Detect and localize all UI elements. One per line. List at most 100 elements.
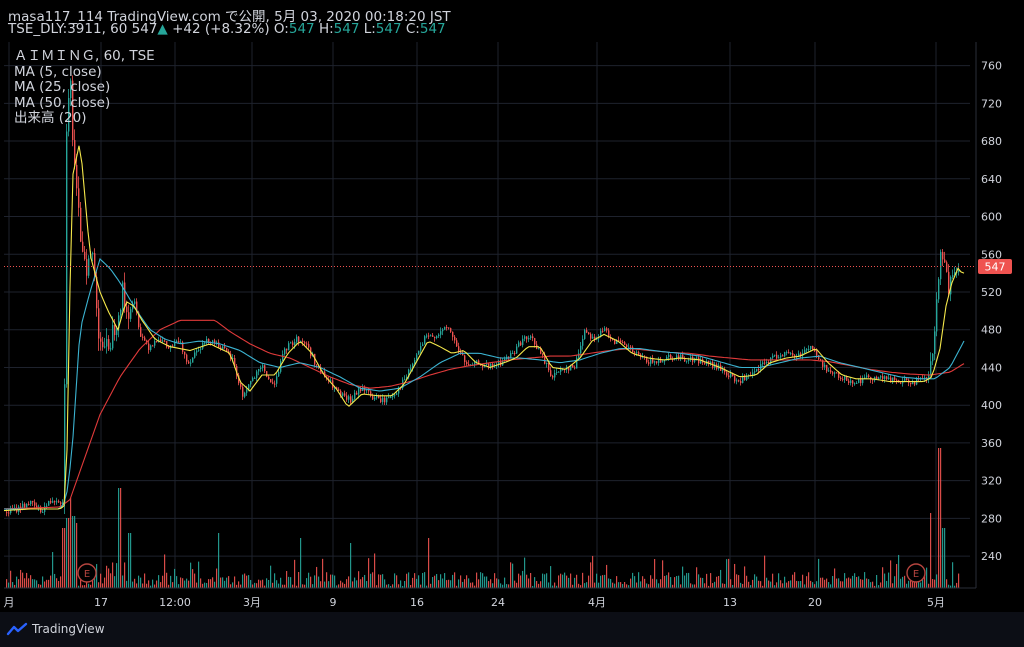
legend-ma5[interactable]: MA (5, close) [14, 63, 102, 80]
volume-bar [816, 581, 818, 588]
volume-bar [44, 581, 46, 588]
candle-body [50, 501, 52, 503]
y-tick-label: 280 [981, 512, 1002, 525]
volume-bar [836, 578, 838, 588]
volume-bar [452, 574, 454, 588]
volume-bar [950, 585, 952, 588]
candle-body [250, 381, 252, 385]
volume-bar [366, 581, 368, 588]
volume-bar [740, 582, 742, 588]
candle-body [46, 505, 48, 507]
legend-symbol[interactable]: ＡＩＭＩＮＧ, 60, TSE [14, 48, 155, 64]
volume-bar [166, 572, 168, 588]
volume-bar [274, 573, 276, 588]
volume-bar [422, 572, 424, 588]
candle-body [550, 370, 552, 376]
volume-bar [770, 581, 772, 588]
volume-bar [936, 574, 938, 588]
candle-body [222, 346, 224, 350]
candle-body [456, 340, 458, 347]
candle-body [28, 503, 30, 505]
volume-bar [98, 582, 100, 588]
candle-body [954, 272, 956, 276]
volume-bar [834, 568, 836, 588]
candle-body [894, 377, 896, 380]
candle-body [92, 253, 94, 255]
candle-body [62, 502, 64, 505]
volume-bar [360, 579, 362, 588]
volume-bar [486, 576, 488, 588]
volume-bar [324, 581, 326, 588]
candle-body [498, 360, 500, 365]
volume-bar [644, 578, 646, 588]
volume-bar [164, 554, 166, 588]
header-bar: masa117_114 TradingView.com で公開, 5月 03, … [0, 0, 1024, 40]
volume-bar [826, 578, 828, 588]
candle-body [270, 379, 272, 383]
volume-bar [328, 581, 330, 588]
candle-body [480, 364, 482, 366]
volume-bar [8, 582, 10, 588]
volume-bar [264, 585, 266, 588]
candle-body [268, 376, 270, 380]
low-label: L: [363, 21, 376, 37]
volume-bar [282, 584, 284, 588]
symbol-name: TSE_DLY:3911, 60 [8, 21, 128, 37]
volume-bar [750, 585, 752, 588]
volume-bar [506, 584, 508, 588]
candle-body [106, 338, 108, 347]
candle-body [906, 378, 908, 380]
price-change: +42 (+8.32%) [172, 21, 270, 37]
candle-body [934, 331, 936, 354]
publish-info: masa117_114 TradingView.com で公開, 5月 03, … [8, 9, 451, 25]
volume-bar [582, 572, 584, 588]
candle-body [876, 376, 878, 379]
volume-bar [490, 579, 492, 588]
volume-bar [270, 565, 272, 588]
candle-body [690, 356, 692, 361]
candle-body [608, 330, 610, 338]
volume-bar [632, 572, 634, 588]
volume-bar [346, 579, 348, 588]
volume-bar [428, 538, 430, 588]
legend-ma25[interactable]: MA (25, close) [14, 79, 111, 95]
volume-bar [226, 577, 228, 588]
volume-bar [768, 580, 770, 588]
volume-bar [804, 584, 806, 588]
candle-body [182, 342, 184, 352]
legend-volume[interactable]: 出来高 (20) [14, 110, 87, 126]
candle-body [542, 353, 544, 356]
volume-bar [36, 580, 38, 588]
candle-body [732, 373, 734, 377]
candle-body [840, 377, 842, 379]
candle-body [846, 376, 848, 381]
volume-bar [144, 573, 146, 588]
time-axis[interactable]: 月 17 12:00 3月 9 16 24 4月 13 20 5月 [4, 587, 977, 609]
candle-body [734, 376, 736, 382]
candle-body [302, 340, 304, 343]
candle-body [136, 301, 138, 313]
volume-bar [488, 581, 490, 588]
candle-body [924, 377, 926, 379]
candle-body [674, 358, 676, 360]
volume-bar [178, 584, 180, 588]
volume-bar [516, 582, 518, 588]
legend-ma50[interactable]: MA (50, close) [14, 94, 111, 111]
candle-body [850, 380, 852, 383]
candle-body [214, 340, 216, 344]
candle-body [204, 342, 206, 344]
volume-bar [802, 574, 804, 588]
volume-bar [574, 577, 576, 588]
tradingview-logo[interactable]: TradingView [6, 622, 105, 636]
volume-bar [368, 558, 370, 588]
volume-bar [598, 582, 600, 588]
price-axis[interactable]: 240 280 320 360 400 440 480 520 560 600 640 680 720 7… [975, 42, 1002, 588]
candle-body [104, 346, 106, 348]
volume-bar [884, 573, 886, 588]
candle-body [804, 349, 806, 354]
candle-body [588, 332, 590, 335]
candle-body [786, 352, 788, 354]
volume-bar [910, 575, 912, 588]
